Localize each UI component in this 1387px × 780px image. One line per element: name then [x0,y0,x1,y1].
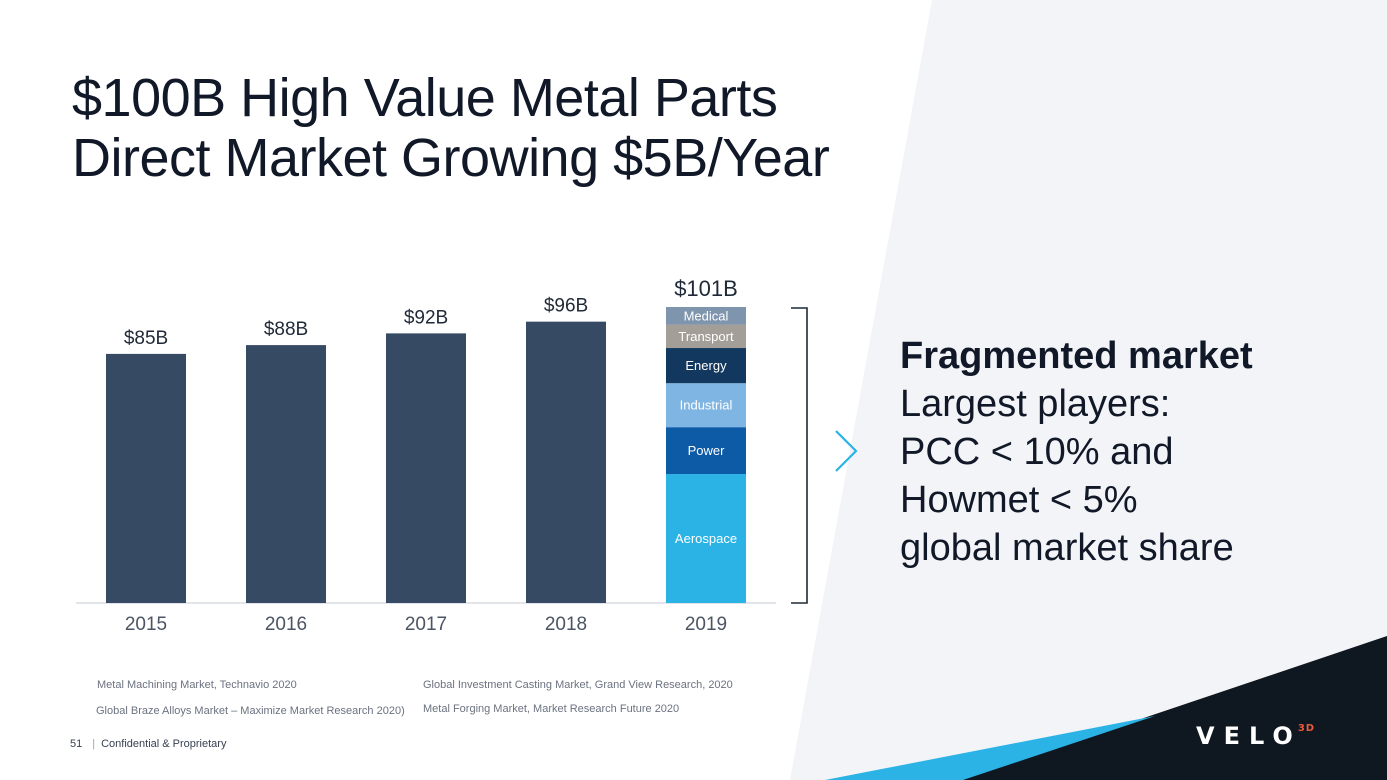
chevron-right-icon [835,430,858,472]
source-3: Global Investment Casting Market, Grand … [423,679,733,691]
summary-line-3: Howmet < 5% [900,479,1138,521]
bar-2015 [106,353,186,603]
segment-energy [666,348,746,384]
bar-2018 [526,321,606,603]
tick-label-2015: 2015 [125,614,167,635]
source-4: Metal Forging Market, Market Research Fu… [423,703,680,715]
footer-separator: | [92,738,96,750]
market-summary: Fragmented market Largest players: PCC <… [900,332,1360,572]
value-label-2017: $92B [404,307,448,328]
value-label-2018: $96B [544,296,588,317]
bar-2017 [386,333,466,603]
page-title: $100B High Value Metal Parts Direct Mark… [72,68,830,188]
segment-label-transport: Transport [678,329,734,344]
page-number: 51 [70,738,83,750]
segment-label-medical: Medical [684,308,729,323]
segment-industrial [666,383,746,428]
bracket [791,307,808,604]
segment-label-energy: Energy [685,358,727,373]
tick-label-2016: 2016 [265,614,307,635]
tick-label-2017: 2017 [405,614,447,635]
logo-suffix: 3D [1297,723,1316,734]
right-panel [790,0,1387,780]
title-line-2: Direct Market Growing $5B/Year [72,128,830,188]
summary-line-2: PCC < 10% and [900,431,1174,473]
confidential-label: Confidential & Proprietary [101,738,227,750]
segment-power [666,427,746,475]
source-1: Metal Machining Market, Technavio 2020 [97,679,297,691]
velo3d-logo: VELO3D [1196,722,1315,750]
logo-text: VELO [1196,722,1302,750]
summary-line-1: Largest players: [900,383,1171,425]
accent-stripe [825,716,1155,780]
tick-label-2018: 2018 [545,614,587,635]
segment-transport [666,324,746,349]
title-line-1: $100B High Value Metal Parts [72,68,778,128]
bar-2016 [246,345,326,603]
segment-medical [666,307,746,325]
value-label-2016: $88B [264,319,308,340]
source-2: Global Braze Alloys Market – Maximize Ma… [96,705,405,717]
value-label-2019: $101B [674,276,738,301]
tick-label-2019: 2019 [685,614,727,635]
value-label-2015: $85B [124,328,168,349]
summary-heading: Fragmented market [900,335,1253,377]
footer: 51 | Confidential & Proprietary [70,738,226,750]
segment-label-power: Power [688,443,726,458]
segment-label-aerospace: Aerospace [675,531,737,546]
segment-aerospace [666,474,746,603]
segment-label-industrial: Industrial [680,398,733,413]
summary-line-4: global market share [900,527,1234,569]
